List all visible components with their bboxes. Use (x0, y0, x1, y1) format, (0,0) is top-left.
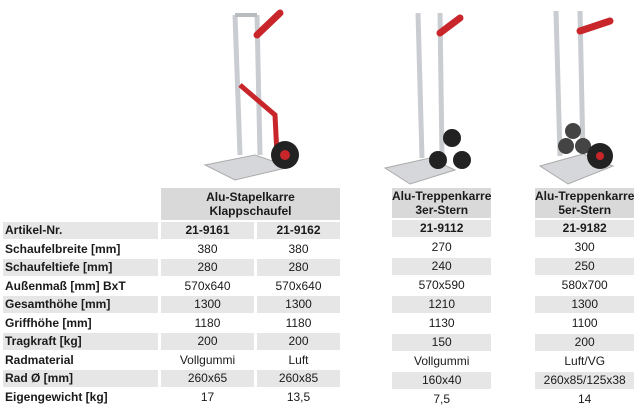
cell: Luft/VG (564, 353, 606, 368)
cell: 280 (161, 259, 254, 276)
cell: 570x640 (184, 278, 231, 293)
cell: 7,5 (433, 391, 451, 406)
row-label: Rad Ø [mm] (3, 370, 158, 387)
cell: 160x40 (392, 371, 492, 389)
cell: 240 (392, 257, 492, 275)
cell: 1180 (194, 315, 221, 330)
cell: 1210 (392, 295, 492, 313)
product-image-treppenkarre-3er (383, 12, 471, 185)
product-title: Alu-Treppenkarre 3er-Stern (392, 188, 492, 218)
cell: 150 (392, 333, 492, 351)
cell: 570x590 (418, 277, 465, 292)
cell: 1130 (428, 315, 455, 330)
cell: 280 (257, 259, 340, 276)
cell: 13,5 (286, 389, 311, 404)
cell: Vollgummi (179, 352, 236, 367)
spec-table-stapelkarre: Alu-Stapelkarre Klappschaufel Artikel-Nr.… (0, 186, 343, 407)
article-number: 21-9182 (535, 220, 635, 237)
cell: 260x85 (257, 370, 340, 387)
cell: Luft (288, 352, 309, 367)
cell: 1180 (285, 315, 312, 330)
cell: 1300 (161, 296, 254, 313)
product-image-treppenkarre-5er (538, 10, 615, 185)
cell: 1100 (571, 315, 598, 330)
cell: 270 (431, 239, 452, 254)
cell: 200 (535, 333, 635, 351)
row-label: Griffhöhe [mm] (5, 315, 92, 330)
row-label: Eigengewicht [kg] (5, 389, 108, 404)
article-number: 21-9112 (392, 220, 492, 237)
article-number: 21-9162 (257, 222, 340, 239)
product-title: Alu-Stapelkarre Klappschaufel (161, 188, 340, 220)
cell: 580x700 (561, 277, 608, 292)
product-image-stapelkarre (203, 9, 299, 181)
cell: 1300 (257, 296, 340, 313)
product-title: Alu-Treppenkarre 5er-Stern (535, 188, 635, 218)
article-number: 21-9161 (161, 222, 254, 239)
row-label: Artikel-Nr. (3, 222, 158, 239)
row-label: Außenmaß [mm] BxT (5, 278, 126, 293)
row-label: Radmaterial (5, 352, 74, 367)
cell: 1300 (535, 295, 635, 313)
row-label: Tragkraft [kg] (3, 333, 158, 350)
spec-table-treppenkarre-5er: Alu-Treppenkarre 5er-Stern 21-9182 300 250 58… (532, 186, 637, 410)
row-label: Schaufeltiefe [mm] (3, 259, 158, 276)
cell: 380 (288, 241, 309, 256)
cell: 17 (200, 389, 215, 404)
cell: 380 (197, 241, 218, 256)
spec-table-treppenkarre-3er: Alu-Treppenkarre 3er-Stern 21-9112 270 240 57… (389, 186, 494, 410)
cell: Vollgummi (414, 353, 470, 368)
cell: 570x640 (275, 278, 322, 293)
row-label: Gesamthöhe [mm] (3, 296, 158, 313)
cell: 260x85/125x38 (535, 371, 635, 389)
cell: 14 (578, 391, 592, 406)
row-label: Schaufelbreite [mm] (5, 241, 121, 256)
cell: 260x65 (161, 370, 254, 387)
cell: 300 (574, 239, 595, 254)
cell: 200 (161, 333, 254, 350)
cell: 200 (257, 333, 340, 350)
cell: 250 (535, 257, 635, 275)
